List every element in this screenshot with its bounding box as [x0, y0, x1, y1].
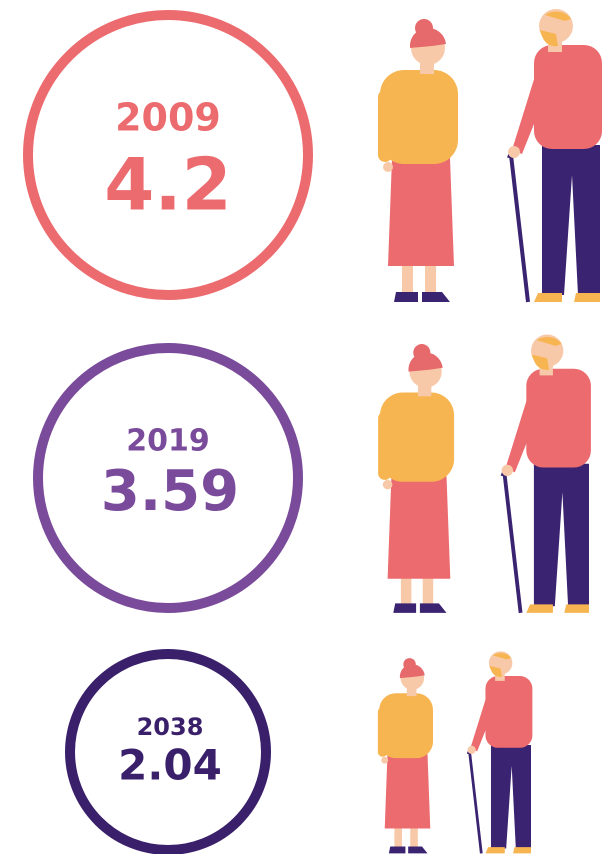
page: 2009 4.2 2019 3.59 2038 2.04 (() => { co…	[0, 0, 602, 854]
year: 2038	[137, 713, 204, 741]
year: 2019	[126, 424, 210, 459]
elderly-couple	[378, 651, 533, 853]
elderly-couple	[378, 9, 602, 302]
value: 2.04	[118, 741, 222, 790]
infographic: 2009 4.2 2019 3.59 2038 2.04	[0, 0, 602, 854]
elderly-couple	[378, 335, 591, 613]
value: 3.59	[101, 459, 239, 524]
value: 4.2	[104, 143, 232, 227]
year: 2009	[115, 96, 221, 140]
